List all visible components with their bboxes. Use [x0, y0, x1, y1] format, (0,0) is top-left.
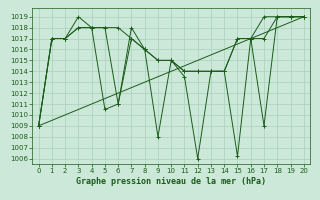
- X-axis label: Graphe pression niveau de la mer (hPa): Graphe pression niveau de la mer (hPa): [76, 177, 266, 186]
